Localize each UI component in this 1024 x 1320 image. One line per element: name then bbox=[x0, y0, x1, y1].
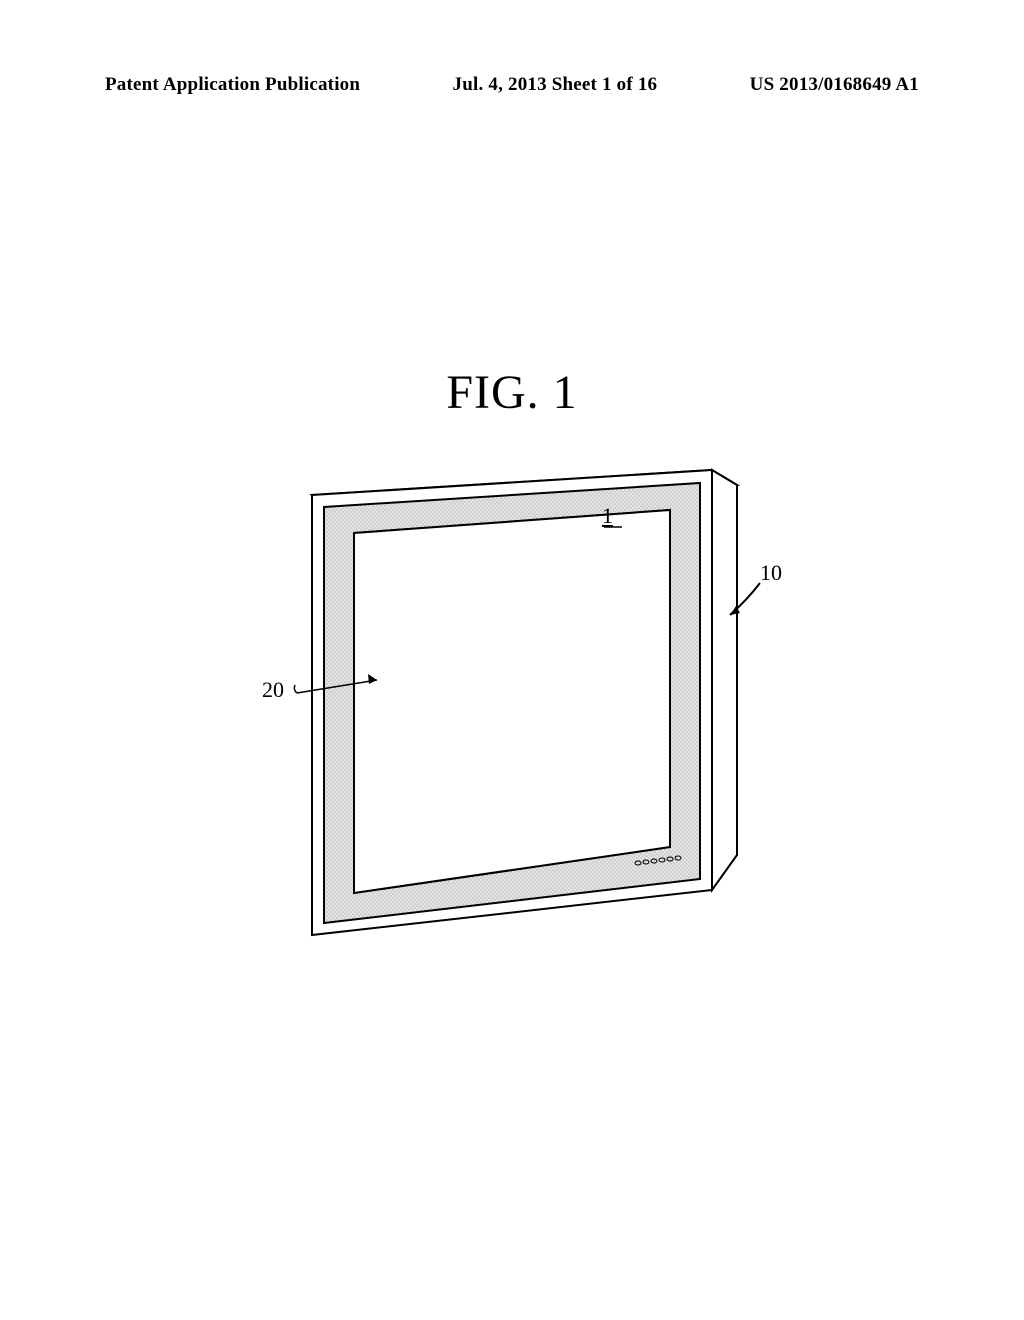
header-right: US 2013/0168649 A1 bbox=[750, 74, 919, 96]
ref-label-housing: 10 bbox=[760, 560, 782, 586]
figure-title: FIG. 1 bbox=[0, 365, 1024, 420]
figure-drawing: 1 10 20 bbox=[242, 455, 782, 955]
ref-label-screen: 20 bbox=[262, 677, 284, 703]
header-left: Patent Application Publication bbox=[105, 74, 360, 96]
device-svg bbox=[242, 455, 782, 955]
header-center: Jul. 4, 2013 Sheet 1 of 16 bbox=[453, 74, 658, 96]
ref-label-assembly: 1 bbox=[602, 503, 613, 529]
page-header: Patent Application Publication Jul. 4, 2… bbox=[105, 74, 919, 96]
